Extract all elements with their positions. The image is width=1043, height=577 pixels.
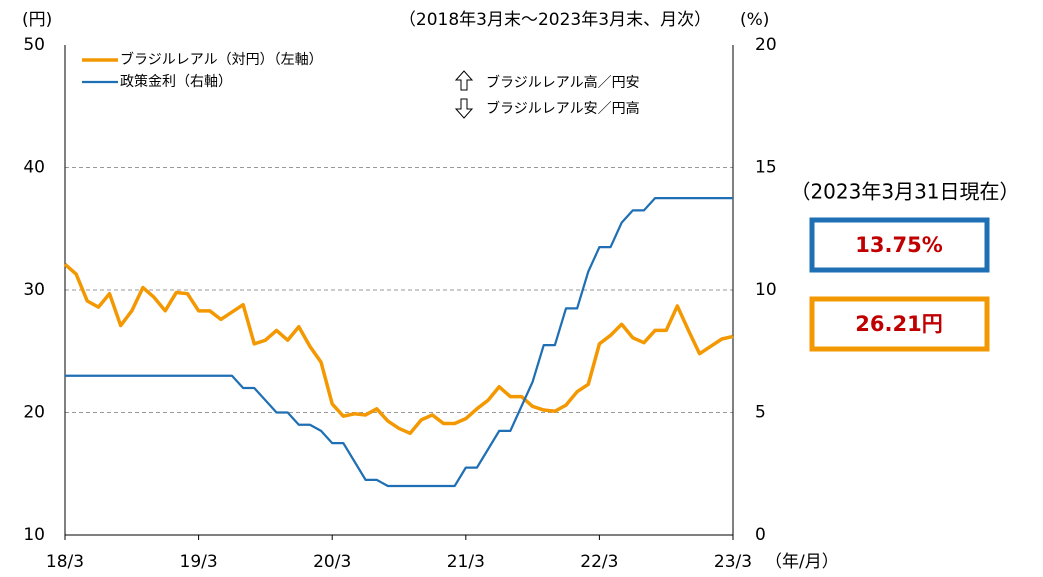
callout-box: [809, 217, 990, 273]
x-tick-label: 18/3: [46, 552, 84, 572]
as-of: （2023年3月31日現在）: [790, 180, 1019, 204]
annotation: ブラジルレアル安／円高: [486, 100, 640, 117]
y-tick-label: 10: [23, 525, 45, 545]
y2-tick-label: 20: [755, 35, 777, 55]
legend-label: 政策金利（右軸）: [120, 73, 232, 90]
annotation: ブラジルレアル高／円安: [486, 74, 640, 91]
y-tick-label: 50: [23, 35, 45, 55]
x-tick-label: 23/3: [714, 552, 752, 572]
x-tick-label: 19/3: [180, 552, 218, 572]
y2-axis-label: (%): [740, 10, 769, 30]
y2-tick-label: 15: [755, 158, 777, 178]
series-line: [65, 197, 733, 488]
y2-tick-label: 10: [755, 280, 777, 300]
x-tick-label: 21/3: [447, 552, 485, 572]
callout-text: 26.21円: [855, 312, 942, 336]
y-tick-label: 40: [23, 158, 45, 178]
subtitle: （2018年3月末～2023年3月末、月次）: [399, 10, 711, 30]
y2-tick-label: 5: [755, 403, 766, 423]
y2-tick-label: 0: [755, 525, 766, 545]
callout-box: [809, 296, 990, 352]
x-axis-label: （年/月）: [765, 552, 839, 572]
callout-text: 13.75%: [855, 233, 942, 257]
x-tick-label: 22/3: [580, 552, 618, 572]
up-arrow: [454, 70, 474, 91]
series-line: [63, 262, 734, 436]
y-tick-label: 30: [23, 280, 45, 300]
y-axis-label: (円): [22, 10, 52, 30]
y-tick-label: 20: [23, 403, 45, 423]
legend-label: ブラジルレアル（対円）（左軸）: [120, 51, 323, 68]
x-tick-label: 20/3: [313, 552, 351, 572]
down-arrow: [454, 98, 474, 119]
